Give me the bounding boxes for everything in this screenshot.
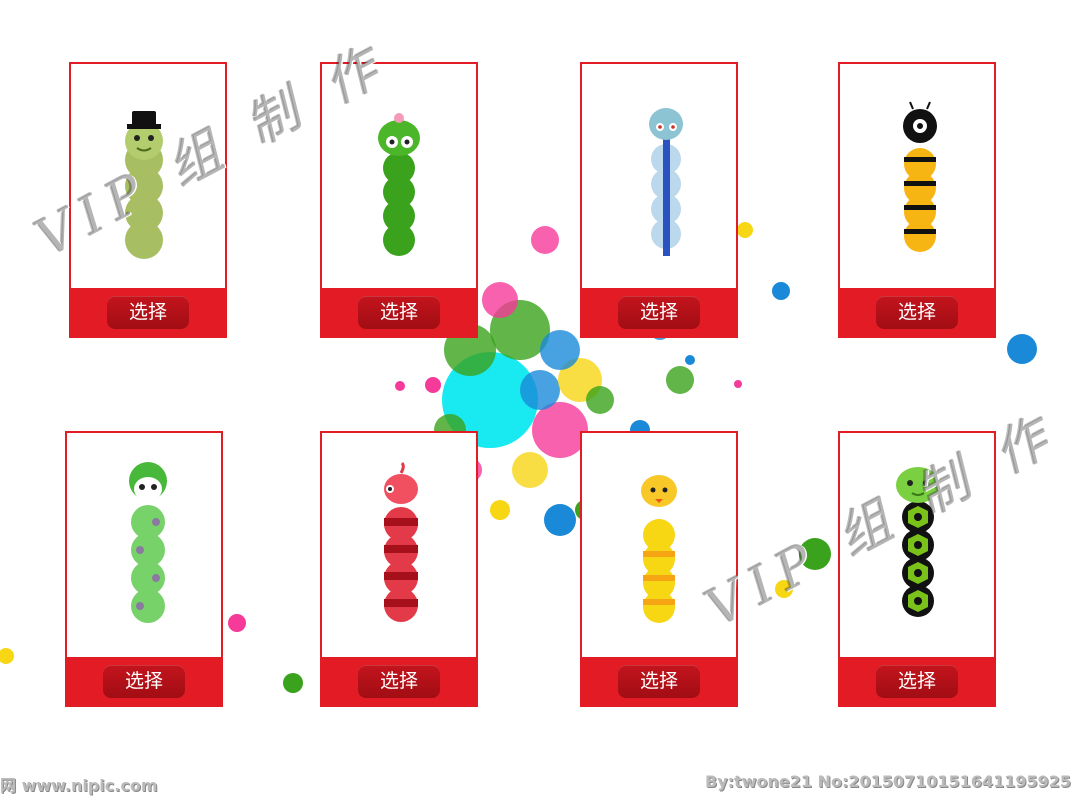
confetti-dot bbox=[734, 380, 742, 388]
character-card-8[interactable]: 选择 bbox=[838, 431, 996, 707]
confetti-dot bbox=[544, 504, 576, 536]
confetti-dot bbox=[520, 370, 560, 410]
confetti-dot bbox=[799, 538, 831, 570]
character-art-green-snake bbox=[378, 113, 420, 256]
select-button[interactable]: 选择 bbox=[876, 665, 958, 698]
character-art-red-snake bbox=[384, 461, 418, 622]
footer-id-watermark: By:twone21 No:20150710151641195925 bbox=[705, 772, 1071, 791]
confetti-dot bbox=[531, 226, 559, 254]
character-art-blue-snake bbox=[649, 108, 683, 256]
select-button[interactable]: 选择 bbox=[103, 665, 185, 698]
confetti-dot bbox=[283, 673, 303, 693]
confetti-dot bbox=[685, 355, 695, 365]
confetti-dot bbox=[772, 282, 790, 300]
confetti-dot bbox=[775, 580, 793, 598]
confetti-dot bbox=[0, 648, 14, 664]
confetti-dot bbox=[395, 381, 405, 391]
confetti-dot bbox=[442, 352, 538, 448]
confetti-dot bbox=[540, 330, 580, 370]
character-art-hexagon-caterpillar bbox=[896, 467, 940, 617]
character-card-7[interactable]: 选择 bbox=[580, 431, 738, 707]
select-button[interactable]: 选择 bbox=[876, 296, 958, 329]
confetti-dot bbox=[666, 366, 694, 394]
confetti-dot bbox=[425, 377, 441, 393]
select-button[interactable]: 选择 bbox=[618, 296, 700, 329]
select-button[interactable]: 选择 bbox=[107, 296, 189, 329]
confetti-dot bbox=[1007, 334, 1037, 364]
card-footer: 选择 bbox=[582, 657, 736, 705]
card-footer: 选择 bbox=[322, 657, 476, 705]
character-art-green-caterpillar bbox=[125, 111, 163, 259]
card-footer: 选择 bbox=[840, 288, 994, 336]
confetti-dot bbox=[586, 386, 614, 414]
select-button[interactable]: 选择 bbox=[358, 665, 440, 698]
character-art-yellow-chick bbox=[641, 475, 677, 623]
select-button[interactable]: 选择 bbox=[358, 296, 440, 329]
character-art-bee-caterpillar bbox=[903, 101, 937, 252]
character-art-light-green-snake bbox=[129, 462, 167, 623]
card-footer: 选择 bbox=[582, 288, 736, 336]
confetti-dot bbox=[512, 452, 548, 488]
select-button[interactable]: 选择 bbox=[618, 665, 700, 698]
footer-site-watermark: 网 www.nipic.com bbox=[0, 776, 158, 795]
confetti-dot bbox=[482, 282, 518, 318]
confetti-dot bbox=[490, 500, 510, 520]
card-footer: 选择 bbox=[840, 657, 994, 705]
character-card-4[interactable]: 选择 bbox=[838, 62, 996, 338]
character-card-6[interactable]: 选择 bbox=[320, 431, 478, 707]
character-card-5[interactable]: 选择 bbox=[65, 431, 223, 707]
confetti-dot bbox=[737, 222, 753, 238]
character-card-3[interactable]: 选择 bbox=[580, 62, 738, 338]
character-card-2[interactable]: 选择 bbox=[320, 62, 478, 338]
character-card-1[interactable]: 选择 bbox=[69, 62, 227, 338]
card-footer: 选择 bbox=[67, 657, 221, 705]
card-footer: 选择 bbox=[322, 288, 476, 336]
confetti-dot bbox=[228, 614, 246, 632]
confetti-dot bbox=[532, 402, 588, 458]
card-footer: 选择 bbox=[71, 288, 225, 336]
